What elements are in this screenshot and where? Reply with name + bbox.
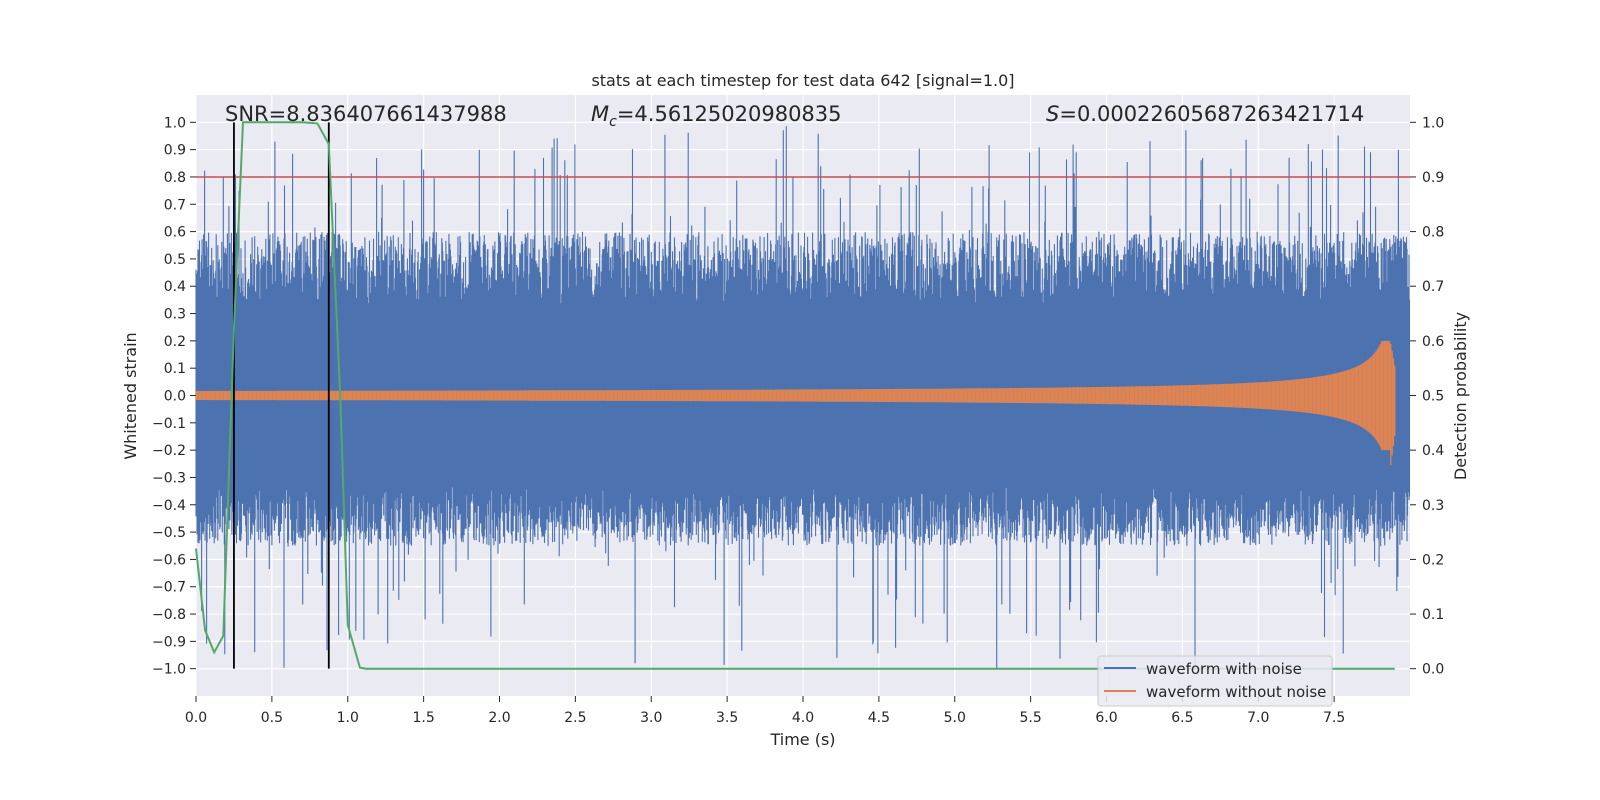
y-right-tick-label: 0.2: [1422, 552, 1444, 568]
x-tick-label: 7.0: [1247, 710, 1269, 726]
x-tick-label: 2.0: [488, 710, 510, 726]
vertical-markers: [233, 122, 330, 669]
x-tick-label: 1.5: [412, 710, 434, 726]
y-left-tick-label: 0.9: [164, 143, 186, 159]
y-left-tick-label: −0.2: [152, 443, 186, 459]
y-left-tick-label: 0.7: [164, 197, 186, 213]
y-axis-right-ticks: 1.0 0.9 0.8 0.7 0.6 0.5 0.4 0.3 0.2 0.1 0.0: [1410, 115, 1444, 678]
y-left-tick-label: −1.0: [152, 662, 186, 678]
y-left-tick-label: −0.9: [152, 634, 186, 650]
y-right-tick-label: 0.5: [1422, 389, 1444, 405]
chirp-mass-symbol: M: [591, 102, 609, 126]
y-left-tick-label: −0.8: [152, 607, 186, 623]
chirp-mass-value: =4.56125020980835: [617, 102, 842, 126]
legend-box: [1097, 655, 1333, 707]
series-detection-probability: [195, 121, 1395, 670]
y-left-tick-label: −0.6: [152, 552, 186, 568]
y-left-tick-label: 0.5: [164, 252, 186, 268]
x-tick-label: 5.5: [1019, 710, 1041, 726]
y-left-tick-label: 0.4: [164, 279, 186, 295]
x-tick-label: 6.5: [1171, 710, 1193, 726]
y-right-tick-label: 0.3: [1422, 498, 1444, 514]
y-right-tick-label: 0.4: [1422, 443, 1444, 459]
legend-label-noise: waveform with noise: [1146, 660, 1302, 678]
s-value: =0.00022605687263421714: [1059, 102, 1364, 126]
x-axis-label: Time (s): [769, 730, 835, 749]
x-tick-label: 3.0: [640, 710, 662, 726]
y-right-tick-label: 0.1: [1422, 607, 1444, 623]
chirp-mass-annotation: Mc=4.56125020980835: [591, 102, 842, 130]
legend: waveform with noise waveform without noi…: [1097, 655, 1333, 707]
y-left-tick-label: 0.3: [164, 307, 186, 323]
y-left-tick-label: −0.7: [152, 580, 186, 596]
y-axis-left-label: Whitened strain: [121, 332, 140, 459]
x-tick-label: 4.5: [868, 710, 890, 726]
y-left-tick-label: 1.0: [164, 115, 186, 131]
y-axis-left-ticks: 1.0 0.9 0.8 0.7 0.6 0.5 0.4 0.3 0.2 0.1 0.0 −0.1 −0.…: [152, 115, 196, 678]
s-symbol: S: [1046, 102, 1059, 126]
x-tick-label: 2.5: [564, 710, 586, 726]
x-axis-ticks: 0.0 0.5 1.0 1.5 2.0 2.5 3.0 3.5 4.0 4.5 5.0 5.5 6.0 6…: [185, 696, 1345, 726]
x-tick-label: 5.0: [944, 710, 966, 726]
legend-label-clean: waveform without noise: [1146, 683, 1326, 701]
y-left-tick-label: −0.4: [152, 498, 186, 514]
y-left-tick-label: −0.3: [152, 470, 186, 486]
y-right-tick-label: 0.0: [1422, 662, 1444, 678]
y-left-tick-label: 0.8: [164, 170, 186, 186]
y-left-tick-label: −0.1: [152, 416, 186, 432]
chirp-mass-subscript: c: [609, 114, 617, 130]
x-tick-label: 0.5: [261, 710, 283, 726]
y-right-tick-label: 0.7: [1422, 279, 1444, 295]
y-right-tick-label: 1.0: [1422, 115, 1444, 131]
x-tick-label: 7.5: [1323, 710, 1345, 726]
y-left-tick-label: 0.2: [164, 334, 186, 350]
x-tick-label: 3.5: [716, 710, 738, 726]
y-right-tick-label: 0.9: [1422, 170, 1444, 186]
y-left-tick-label: 0.1: [164, 361, 186, 377]
y-axis-right-label: Detection probability: [1451, 312, 1470, 480]
x-tick-label: 0.0: [185, 710, 207, 726]
y-right-tick-label: 0.6: [1422, 334, 1444, 350]
snr-annotation: SNR=8.836407661437988: [225, 102, 507, 126]
y-left-tick-label: 0.0: [164, 389, 186, 405]
chart-title: stats at each timestep for test data 642…: [591, 71, 1014, 90]
y-left-tick-label: 0.6: [164, 225, 186, 241]
x-tick-label: 6.0: [1095, 710, 1117, 726]
x-tick-label: 1.0: [337, 710, 359, 726]
s-annotation: S=0.00022605687263421714: [1046, 102, 1364, 126]
x-tick-label: 4.0: [792, 710, 814, 726]
y-right-tick-label: 0.8: [1422, 225, 1444, 241]
y-left-tick-label: −0.5: [152, 525, 186, 541]
